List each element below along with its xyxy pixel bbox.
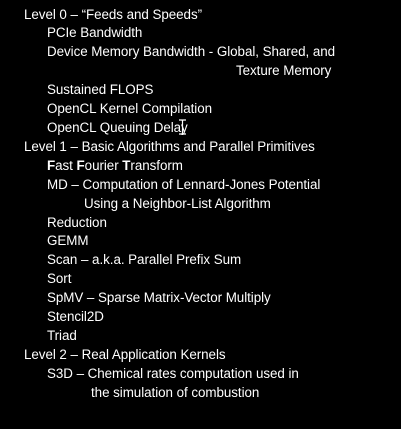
- fft-letter-f1: F: [47, 158, 56, 173]
- item-s3d: S3D – Chemical rates computation used in: [47, 366, 299, 381]
- item-triad: Triad: [47, 328, 77, 343]
- item-opencl-queuing-delay: OpenCL Queuing Delay: [47, 120, 188, 135]
- item-sustained-flops: Sustained FLOPS: [47, 82, 154, 97]
- text-cursor-icon: [179, 119, 186, 135]
- fft-word-ransform: ransform: [130, 158, 183, 173]
- item-pcie-bandwidth: PCIe Bandwidth: [47, 25, 143, 40]
- level-2-heading: Level 2 – Real Application Kernels: [24, 347, 226, 362]
- item-stencil2d: Stencil2D: [47, 309, 104, 324]
- fft-word-ourier: ourier: [84, 158, 123, 173]
- item-reduction: Reduction: [47, 215, 107, 230]
- fft-letter-t: T: [122, 158, 131, 173]
- item-md-cont: Using a Neighbor-List Algorithm: [84, 196, 271, 211]
- fft-letter-f2: F: [76, 158, 85, 173]
- item-opencl-kernel-compilation: OpenCL Kernel Compilation: [47, 101, 212, 116]
- item-sort: Sort: [47, 271, 72, 286]
- item-fast-fourier-transform: Fast Fourier Transform: [47, 157, 183, 175]
- item-device-memory-bandwidth-cont: Texture Memory: [236, 63, 332, 78]
- item-spmv: SpMV – Sparse Matrix-Vector Multiply: [47, 290, 271, 305]
- item-s3d-cont: the simulation of combustion: [91, 385, 260, 400]
- level-1-heading: Level 1 – Basic Algorithms and Parallel …: [24, 139, 315, 154]
- item-scan: Scan – a.k.a. Parallel Prefix Sum: [47, 252, 242, 267]
- fft-word-ast: ast: [55, 158, 77, 173]
- item-md: MD – Computation of Lennard-Jones Potent…: [47, 177, 321, 192]
- item-device-memory-bandwidth: Device Memory Bandwidth - Global, Shared…: [47, 44, 336, 59]
- level-0-heading: Level 0 – “Feeds and Speeds”: [24, 7, 203, 22]
- item-gemm: GEMM: [47, 233, 89, 248]
